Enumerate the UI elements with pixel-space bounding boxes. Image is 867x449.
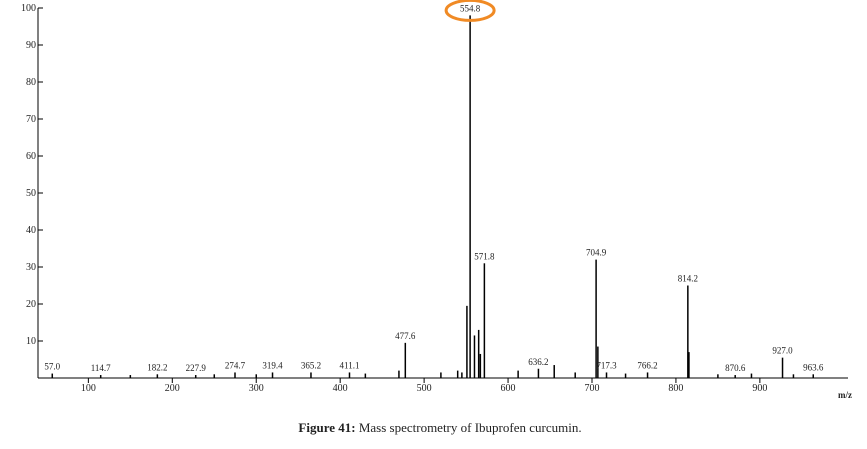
x-tick-label: 200 bbox=[165, 383, 180, 394]
peak-label: 365.2 bbox=[301, 360, 321, 370]
peak-label: 182.2 bbox=[147, 362, 167, 372]
peak-label: 766.2 bbox=[637, 360, 657, 370]
peak-label: 963.6 bbox=[803, 362, 824, 372]
y-tick-label: 80 bbox=[26, 77, 36, 88]
peak-label: 870.6 bbox=[725, 363, 746, 373]
x-tick-label: 900 bbox=[752, 383, 767, 394]
highlight bbox=[444, 0, 496, 22]
y-tick-label: 60 bbox=[26, 151, 36, 162]
x-tick-label: 500 bbox=[417, 383, 432, 394]
peak-label: 571.8 bbox=[474, 251, 495, 261]
peak-label: 57.0 bbox=[44, 362, 60, 372]
peak-label: 114.7 bbox=[91, 363, 111, 373]
x-tick-label: 600 bbox=[501, 383, 516, 394]
y-tick-label: 50 bbox=[26, 188, 36, 199]
x-tick-label: 800 bbox=[668, 383, 683, 394]
y-tick-label: 100 bbox=[21, 3, 36, 14]
peak-label: 636.2 bbox=[528, 357, 548, 367]
x-tick-label: 700 bbox=[584, 383, 599, 394]
peak-label: 717.3 bbox=[596, 360, 617, 370]
caption-label: Figure 41: bbox=[298, 420, 355, 435]
peak-label: 411.1 bbox=[340, 360, 360, 370]
peak-label: 814.2 bbox=[678, 274, 698, 284]
x-tick-label: 400 bbox=[333, 383, 348, 394]
x-axis-label: m/z bbox=[838, 390, 852, 400]
y-tick-label: 70 bbox=[26, 114, 36, 125]
y-tick-label: 90 bbox=[26, 40, 36, 51]
peak-label: 554.8 bbox=[460, 3, 481, 13]
peak-label: 704.9 bbox=[586, 248, 607, 258]
peak-label: 227.9 bbox=[186, 363, 207, 373]
peak-label: 927.0 bbox=[772, 346, 793, 356]
x-tick-label: 100 bbox=[81, 383, 96, 394]
y-tick-label: 30 bbox=[26, 262, 36, 273]
caption: Figure 41: Mass spectrometry of Ibuprofe… bbox=[298, 420, 581, 435]
caption-text: Mass spectrometry of Ibuprofen curcumin. bbox=[359, 420, 582, 435]
y-tick-label: 10 bbox=[26, 336, 36, 347]
peak-label: 477.6 bbox=[395, 331, 416, 341]
peak-label: 319.4 bbox=[262, 360, 283, 370]
y-tick-label: 40 bbox=[26, 225, 36, 236]
y-tick-label: 20 bbox=[26, 299, 36, 310]
x-tick-label: 300 bbox=[249, 383, 264, 394]
peak-label: 274.7 bbox=[225, 360, 246, 370]
